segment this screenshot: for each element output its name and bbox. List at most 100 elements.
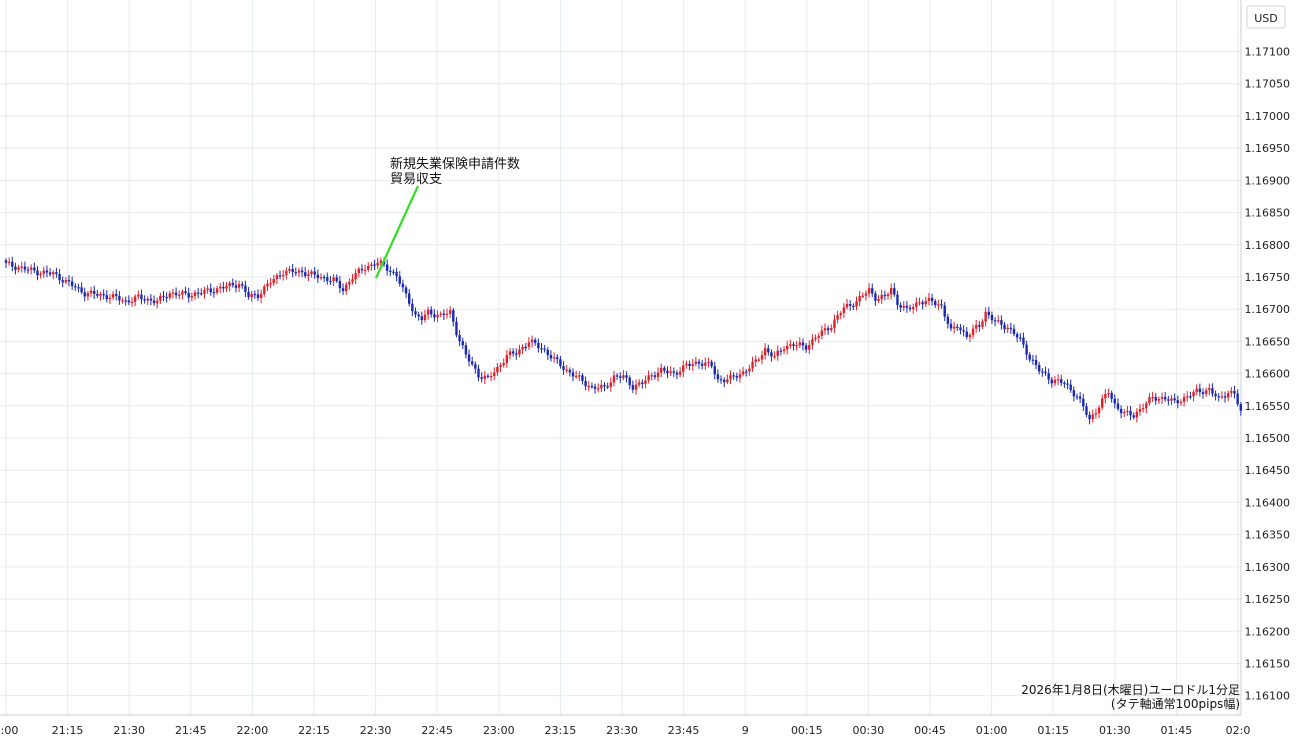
candle: [1056, 374, 1060, 386]
y-tick-label: 1.16850: [1245, 207, 1291, 220]
candle-body: [880, 294, 883, 299]
candle: [830, 324, 833, 333]
currency-badge-box[interactable]: [1246, 5, 1286, 29]
candle: [1138, 403, 1142, 416]
candle: [861, 292, 864, 298]
candle: [959, 323, 962, 335]
candle: [622, 370, 625, 381]
candle-body: [716, 374, 720, 380]
y-tick-label: 1.16900: [1245, 174, 1291, 187]
candle-body: [4, 260, 8, 263]
candle-body: [1110, 392, 1113, 399]
candle-body: [893, 288, 896, 295]
candle: [723, 377, 726, 388]
candle: [1003, 322, 1006, 334]
candle: [1082, 393, 1085, 412]
candle-body: [99, 293, 102, 296]
candle-body: [603, 384, 606, 387]
candle: [1025, 340, 1028, 360]
candle-body: [33, 267, 36, 271]
candle: [480, 372, 483, 383]
candle: [329, 275, 332, 285]
candle-body: [225, 286, 228, 289]
candle-body: [184, 291, 187, 293]
candle-body: [568, 369, 572, 373]
candle-body: [420, 316, 423, 320]
candle: [300, 266, 304, 277]
candle: [1097, 405, 1101, 419]
candle-body: [1173, 398, 1176, 401]
candle: [1182, 393, 1186, 407]
candle: [647, 370, 650, 384]
candle-body: [430, 309, 433, 315]
candle-body: [814, 337, 817, 340]
candle: [1015, 332, 1019, 343]
candle: [165, 292, 168, 303]
candle-body: [1041, 371, 1044, 373]
candle-body: [52, 272, 55, 275]
candle-body: [656, 372, 660, 377]
candle-body: [968, 335, 972, 338]
candle-body: [1223, 396, 1227, 398]
candle-body: [322, 276, 326, 279]
candle: [200, 288, 203, 296]
candle: [237, 280, 241, 292]
candle-body: [883, 294, 887, 297]
candle: [1075, 393, 1079, 400]
candle-body: [921, 302, 924, 305]
candle-body: [713, 366, 716, 375]
y-tick-label: 1.16250: [1245, 593, 1291, 606]
candle: [990, 311, 994, 325]
candle: [219, 282, 222, 294]
candle: [1060, 375, 1063, 386]
candle: [1141, 403, 1145, 413]
candle: [1135, 408, 1139, 423]
candle-body: [304, 272, 307, 276]
candle-body: [370, 264, 373, 266]
candle: [845, 298, 849, 310]
candle-body: [905, 305, 909, 308]
candle-body: [241, 284, 244, 286]
candle: [565, 365, 568, 374]
y-tick-label: 1.16750: [1245, 271, 1291, 284]
candle-body: [685, 363, 688, 366]
candle-body: [61, 280, 64, 283]
candle-body: [367, 265, 370, 270]
candle: [1113, 394, 1116, 409]
candle-body: [789, 344, 792, 346]
candle: [908, 304, 912, 312]
currency-badge[interactable]: USD: [1246, 5, 1286, 29]
candle-body: [817, 335, 820, 338]
candle-body: [351, 279, 354, 283]
candle-body: [1167, 399, 1170, 401]
candle: [1107, 388, 1110, 398]
candle-body: [1182, 397, 1186, 402]
candle-body: [1113, 398, 1116, 404]
candle: [874, 290, 877, 306]
candle: [351, 274, 354, 285]
candle: [867, 283, 871, 298]
candle-body: [411, 303, 414, 312]
candle-body: [404, 287, 408, 294]
candle-body: [1195, 388, 1198, 392]
candle: [89, 286, 93, 297]
candle-body: [1050, 379, 1053, 384]
candle-body: [622, 375, 625, 378]
candle: [373, 259, 376, 271]
candle-body: [949, 323, 953, 329]
candle: [902, 301, 905, 312]
candle-body: [1006, 327, 1009, 330]
candle-body: [1091, 414, 1094, 420]
axes: [0, 0, 1242, 716]
candle-body: [461, 341, 464, 346]
candle: [357, 266, 360, 278]
candle: [1022, 332, 1025, 349]
candle: [80, 282, 83, 295]
candle: [978, 321, 981, 332]
candle-body: [379, 260, 383, 263]
candle-body: [896, 294, 899, 305]
candle-body: [171, 292, 175, 294]
candle-body: [477, 368, 480, 378]
candle: [1208, 383, 1211, 396]
candle: [921, 299, 924, 310]
